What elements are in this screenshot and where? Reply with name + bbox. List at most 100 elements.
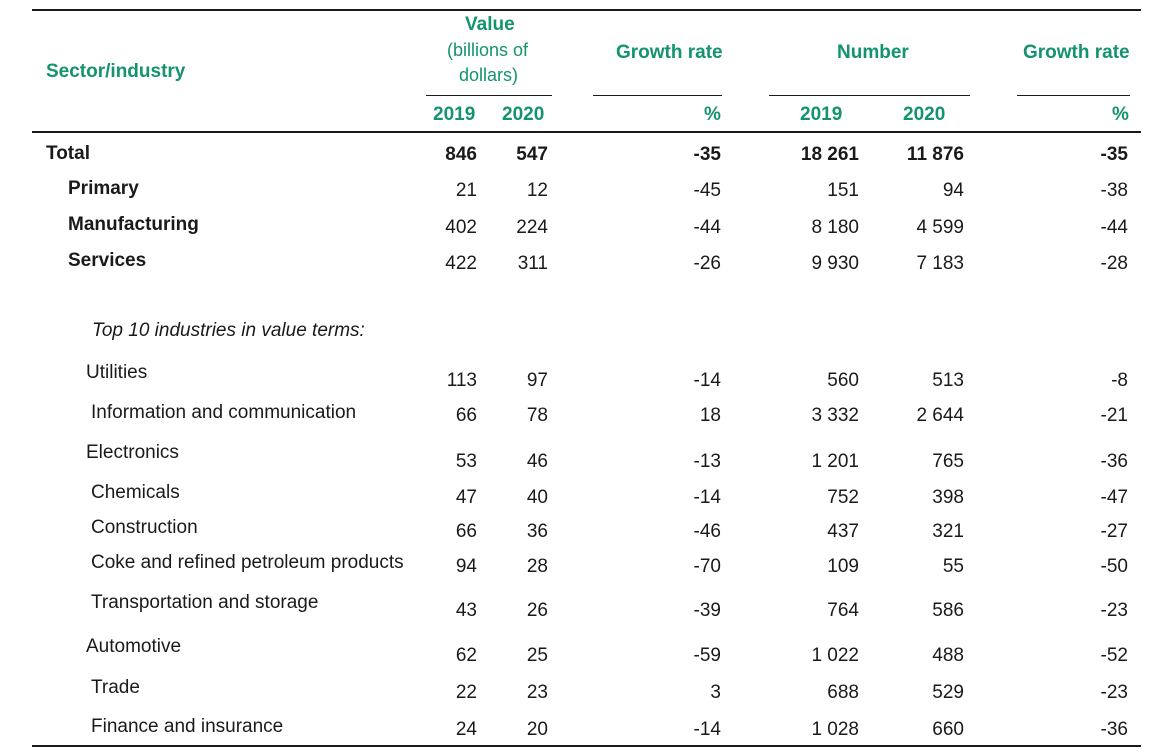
row-label: Services (68, 250, 147, 271)
cell-g2: -27 (1100, 521, 1128, 542)
header-percent-1: % (704, 104, 721, 125)
cell-v19: 62 (455, 645, 477, 666)
row-label: Information and communication (91, 402, 357, 423)
cell-g2: -47 (1100, 487, 1128, 508)
cell-g1: -13 (693, 451, 721, 472)
cell-g1: -39 (693, 600, 721, 621)
row-label: Utilities (86, 362, 148, 383)
cell-n19: 9 930 (811, 253, 859, 274)
cell-v20: 224 (516, 217, 548, 238)
cell-v20: 36 (526, 521, 548, 542)
cell-v20: 46 (526, 451, 548, 472)
cell-n20: 488 (932, 645, 964, 666)
row-label: Manufacturing (68, 214, 199, 235)
header-percent-2: % (1112, 104, 1129, 125)
cell-v19: 53 (455, 451, 477, 472)
cell-g2: -23 (1100, 682, 1128, 703)
cell-n19: 752 (827, 487, 859, 508)
cell-n20: 765 (932, 451, 964, 472)
cell-g2: -44 (1100, 217, 1128, 238)
cell-n20: 55 (942, 556, 964, 577)
cell-g1: -14 (693, 370, 721, 391)
cell-v20: 311 (517, 253, 548, 274)
cell-g2: -52 (1100, 645, 1128, 666)
cell-g1: -26 (693, 253, 721, 274)
cell-g1: -45 (693, 180, 721, 201)
header-growth-rate-2: Growth rate (1023, 42, 1130, 63)
cell-v20: 20 (526, 719, 548, 740)
cell-n20: 321 (932, 521, 964, 542)
cell-v19: 94 (455, 556, 477, 577)
row-label: Trade (91, 677, 140, 698)
row-label: Chemicals (91, 482, 180, 503)
cell-n20: 94 (942, 180, 964, 201)
cell-v19: 43 (455, 600, 477, 621)
cell-g1: -59 (693, 645, 721, 666)
header-number-underline (769, 95, 970, 96)
cell-g1: -35 (693, 144, 721, 165)
cell-n19: 8 180 (811, 217, 859, 238)
cell-n20: 398 (932, 487, 964, 508)
cell-n20: 11 876 (906, 144, 964, 165)
cell-n20: 4 599 (916, 217, 964, 238)
row-label: Coke and refined petroleum products (91, 552, 404, 573)
table-top-rule (32, 9, 1141, 11)
row-label: Finance and insurance (91, 716, 284, 737)
cell-v19: 113 (446, 370, 477, 391)
cell-n20: 513 (932, 370, 964, 391)
header-number: Number (837, 42, 909, 63)
cell-n20: 2 644 (916, 405, 964, 426)
cell-n20: 529 (932, 682, 964, 703)
cell-v20: 40 (526, 487, 548, 508)
cell-g2: -35 (1100, 144, 1128, 165)
header-growth2-underline (1017, 95, 1130, 96)
cell-n20: 7 183 (916, 253, 964, 274)
cell-v20: 97 (526, 370, 548, 391)
row-label: Automotive (86, 636, 182, 657)
cell-v19: 21 (455, 180, 477, 201)
cell-g1: 3 (710, 682, 721, 703)
header-growth1-underline (593, 95, 722, 96)
cell-v20: 23 (526, 682, 548, 703)
cell-g1: -14 (693, 487, 721, 508)
header-value-sub1: (billions of (447, 40, 529, 60)
cell-v20: 26 (526, 600, 548, 621)
cell-v20: 28 (526, 556, 548, 577)
cell-v19: 66 (455, 405, 477, 426)
section-note: Top 10 industries in value terms: (92, 320, 365, 341)
cell-n19: 1 201 (811, 451, 859, 472)
cell-v19: 846 (445, 144, 477, 165)
header-value-underline (426, 95, 552, 96)
header-sector: Sector/industry (46, 61, 186, 82)
cell-g2: -23 (1100, 600, 1128, 621)
cell-g2: -8 (1111, 370, 1128, 391)
cell-g2: -36 (1100, 451, 1128, 472)
cell-n20: 586 (932, 600, 964, 621)
cell-g1: -14 (693, 719, 721, 740)
cell-v19: 66 (455, 521, 477, 542)
header-year-2020-number: 2020 (903, 104, 946, 125)
cell-v19: 24 (455, 719, 477, 740)
cell-v19: 402 (445, 217, 477, 238)
table-bottom-rule (32, 745, 1141, 747)
row-label: Transportation and storage (91, 592, 319, 613)
cell-n20: 660 (932, 719, 964, 740)
row-label: Electronics (86, 442, 179, 463)
cell-v19: 47 (455, 487, 477, 508)
cell-n19: 3 332 (811, 405, 859, 426)
header-value-sub2: dollars) (459, 65, 519, 85)
row-label: Construction (91, 517, 198, 538)
row-label: Primary (68, 178, 139, 199)
cell-v20: 547 (516, 144, 548, 165)
cell-n19: 1 028 (811, 719, 859, 740)
row-label: Total (46, 143, 90, 164)
cell-v20: 25 (526, 645, 548, 666)
cell-n19: 437 (827, 521, 859, 542)
header-year-2019-value: 2019 (433, 104, 476, 125)
header-bottom-rule (32, 131, 1141, 133)
cell-g1: -46 (693, 521, 721, 542)
cell-g1: 18 (699, 405, 721, 426)
header-year-2019-number: 2019 (800, 104, 843, 125)
cell-n19: 764 (827, 600, 859, 621)
cell-n19: 560 (827, 370, 859, 391)
